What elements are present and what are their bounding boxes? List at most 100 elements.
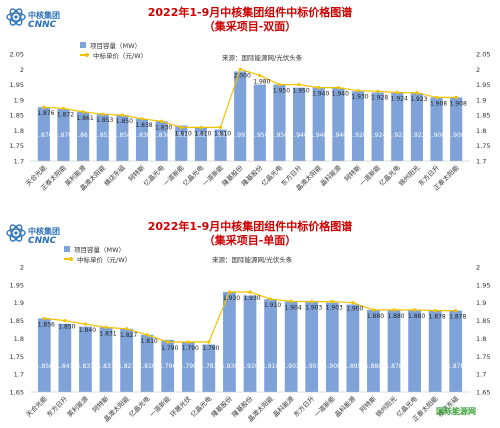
atom-icon xyxy=(6,224,26,242)
price-point xyxy=(297,82,301,87)
bar-data-label: 1.803 xyxy=(212,132,229,139)
atom-icon xyxy=(6,8,26,26)
bar-data-label: 1.908 xyxy=(428,132,445,139)
bar xyxy=(273,84,286,161)
bar xyxy=(57,109,70,161)
line-data-label: 1.853 xyxy=(96,117,113,124)
legend-line-label: 中标单价（元/W） xyxy=(77,256,132,264)
y-tick-label-right: 1.7 xyxy=(476,158,486,166)
x-tick-label: 东方日升 xyxy=(291,394,316,419)
bar xyxy=(202,344,216,392)
price-point xyxy=(199,125,203,129)
y-tick-label-right: 1.75 xyxy=(476,353,490,361)
y-tick-label-left: 1.8 xyxy=(14,335,24,343)
line-data-label: 1.838 xyxy=(135,122,152,129)
line-data-label: 1.831 xyxy=(99,330,116,337)
line-data-label: 1.880 xyxy=(367,313,384,320)
line-data-label: 1.880 xyxy=(408,313,425,320)
cnnc-logo: 中核集团 CNNC xyxy=(6,6,60,32)
bar xyxy=(77,111,90,161)
watermark: 国际能源网 xyxy=(436,407,476,416)
price-line xyxy=(43,68,457,128)
bar-data-label: 1.878 xyxy=(385,363,402,370)
price-point xyxy=(207,340,211,344)
legend-bar-swatch xyxy=(80,42,86,48)
bar xyxy=(58,323,72,392)
chart-title-main: 2022年1-9月中核集团组件中标价格图谱 xyxy=(147,6,353,19)
bar-data-label: 1.827 xyxy=(118,363,135,370)
y-tick-label-right: 1.9 xyxy=(476,299,486,307)
price-point xyxy=(258,73,262,77)
bar xyxy=(367,309,380,392)
bar-data-label: 1.861 xyxy=(74,132,91,139)
line-data-label: 1.924 xyxy=(391,96,408,103)
bar xyxy=(387,310,401,392)
line-data-label: 1.810 xyxy=(141,338,158,345)
bar-data-label: 1.903 xyxy=(283,363,300,370)
bar xyxy=(408,310,421,392)
bar-data-label: 1.838 xyxy=(133,132,150,139)
price-point xyxy=(310,300,314,304)
line-data-label: 1.872 xyxy=(57,111,74,118)
y-tick-label-right: 1.95 xyxy=(476,81,490,89)
legend-bar-label: 项目容量（MW） xyxy=(74,246,126,254)
price-point xyxy=(61,106,66,111)
bar xyxy=(155,121,168,161)
price-point xyxy=(392,308,396,312)
bar-data-label: 1.796 xyxy=(159,363,176,370)
bar-data-label: 1.950 xyxy=(271,132,288,139)
price-point xyxy=(227,290,232,294)
bar xyxy=(284,301,298,392)
bar-data-label: 1.810 xyxy=(139,363,156,370)
bar-data-label: 1.816 xyxy=(173,132,190,139)
price-point xyxy=(63,318,67,323)
price-point xyxy=(351,301,355,305)
bar xyxy=(120,328,133,392)
y-tick-label-right: 1.65 xyxy=(476,389,490,397)
y-tick-label-right: 1.95 xyxy=(476,281,490,289)
chart-title-main: 2022年1-9月中核集团组件中标价格图谱 xyxy=(147,220,353,233)
price-point xyxy=(145,333,149,337)
bar xyxy=(214,129,227,161)
bar xyxy=(96,114,109,161)
y-tick-label-right: 2.05 xyxy=(476,51,490,59)
y-tick-label-left: 1.8 xyxy=(14,127,24,135)
y-tick-label-left: 1.9 xyxy=(14,299,24,307)
bar-data-label: 1.810 xyxy=(192,132,209,139)
x-tick-label: 亿晶光电 xyxy=(189,394,214,419)
bar-data-label: 1.928 xyxy=(349,132,366,139)
bar xyxy=(449,310,463,392)
bar-data-label: 1.856 xyxy=(36,363,53,370)
bar xyxy=(116,115,129,161)
y-tick-label-right: 1.85 xyxy=(476,112,490,120)
bar-data-label: 1.853 xyxy=(94,132,111,139)
line-data-label: 1.790 xyxy=(182,345,199,352)
x-tick-label: 天合光能 xyxy=(24,394,49,419)
bar-data-label: 1.940 xyxy=(310,132,327,139)
chart-legend: 项目容量（MW） 中标单价（元/W） xyxy=(64,244,131,264)
y-tick-label-right: 1.8 xyxy=(476,127,486,135)
price-point xyxy=(120,113,124,117)
bar-data-label: 1.908 xyxy=(448,132,465,139)
bar xyxy=(391,92,404,161)
price-point xyxy=(101,112,105,116)
price-point xyxy=(317,86,321,90)
price-point xyxy=(104,325,108,329)
bar-data-label: 1.830 xyxy=(153,132,170,139)
line-data-label: 1.910 xyxy=(264,302,281,309)
y-tick-label-left: 1.7 xyxy=(14,158,24,166)
bar-data-label: 1.870 xyxy=(55,132,72,139)
x-tick-label: 晶科能源 xyxy=(318,163,343,188)
x-tick-label: 一道新能 xyxy=(312,394,337,419)
line-data-label: 1.903 xyxy=(326,305,343,312)
legend-bar-swatch xyxy=(64,246,70,252)
bar-data-label: 1.841 xyxy=(56,363,73,370)
bar-data-label: 1.831 xyxy=(97,363,114,370)
line-data-label: 1.810 xyxy=(175,130,192,137)
y-tick-label-left: 2.05 xyxy=(10,51,24,59)
price-point xyxy=(124,327,129,331)
price-point xyxy=(238,67,242,71)
logo-text-en: CNNC xyxy=(28,236,57,246)
chart-panel-double-sided: 中核集团 CNNC 2022年1-9月中核集团组件中标价格图谱 （集采项目-双面… xyxy=(0,0,500,210)
line-data-label: 1.950 xyxy=(273,88,290,95)
